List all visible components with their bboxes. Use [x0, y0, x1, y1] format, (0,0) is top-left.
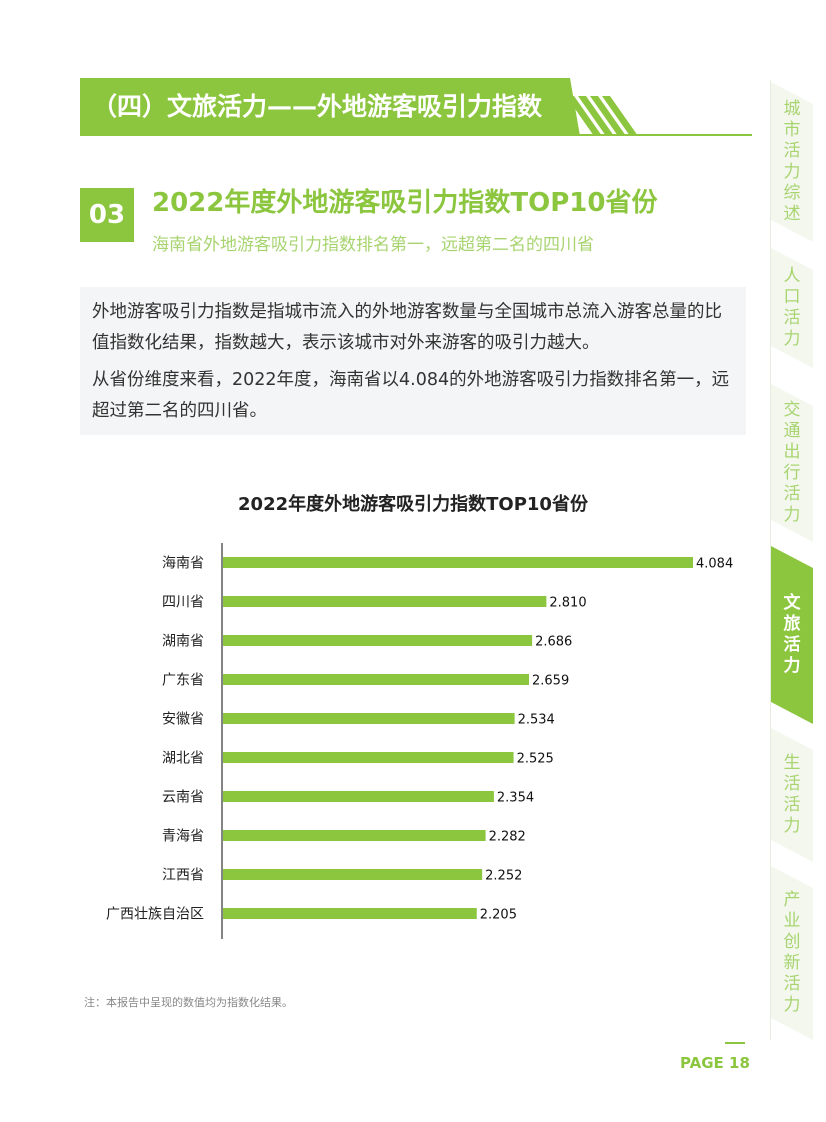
side-nav-item-char: 活	[783, 141, 801, 161]
side-nav-item-char: 产	[783, 890, 801, 910]
side-nav-item-char: 创	[783, 932, 801, 952]
side-nav-item-background	[771, 248, 813, 368]
chart-value-label: 2.252	[485, 869, 522, 884]
chart-value-label: 2.686	[535, 635, 572, 650]
page-number-rule	[725, 1042, 745, 1044]
side-nav-item-char: 城	[783, 99, 801, 119]
chart-value-label: 2.354	[497, 791, 534, 806]
side-nav-item-char: 活	[783, 795, 801, 815]
side-nav-item-background	[771, 384, 813, 542]
page-number: PAGE 18	[680, 1054, 750, 1072]
section-number: 03	[80, 188, 134, 242]
side-nav-item[interactable]: 文旅活力	[771, 546, 813, 724]
side-nav-item-char: 活	[783, 308, 801, 328]
chart-category-label: 广东省	[162, 673, 204, 689]
side-nav-divider	[770, 80, 771, 1040]
side-nav-item-char: 力	[783, 816, 801, 836]
chart-bar	[223, 752, 514, 763]
chart-value-label: 2.534	[518, 713, 555, 728]
side-nav-item-char: 综	[783, 183, 801, 203]
banner-stripes-decoration	[566, 96, 638, 136]
side-nav-item-char: 口	[783, 287, 801, 307]
chart-bar	[223, 830, 486, 841]
chart-value-label: 2.525	[517, 752, 554, 767]
side-nav-item-char: 力	[783, 505, 801, 525]
side-nav-item-char: 力	[783, 162, 801, 182]
chart-value-label: 2.810	[549, 596, 586, 611]
side-nav-item[interactable]: 交通出行活力	[771, 384, 813, 542]
side-nav-item-char: 生	[783, 753, 801, 773]
side-nav-item[interactable]: 产业创新活力	[771, 866, 813, 1040]
chart-category-label: 青海省	[162, 829, 204, 845]
side-nav-item[interactable]: 人口活力	[771, 248, 813, 368]
section-banner	[80, 78, 580, 136]
side-nav-item[interactable]: 城市活力综述	[771, 82, 813, 242]
side-nav-item-char: 力	[783, 329, 801, 349]
chart-bar	[223, 791, 494, 802]
chart-bar	[223, 908, 477, 919]
side-nav-item-char: 业	[783, 911, 801, 931]
side-nav-item-char: 行	[783, 463, 801, 483]
chart-bar	[223, 635, 533, 646]
section-subtitle: 海南省外地游客吸引力指数排名第一，远超第二名的四川省	[152, 235, 594, 255]
description-paragraph-2: 从省份维度来看，2022年度，海南省以4.084的外地游客吸引力指数排名第一，远…	[92, 370, 730, 421]
chart-category-label: 安徽省	[162, 712, 204, 728]
chart-bar	[223, 869, 483, 880]
footnote: 注：本报告中呈现的数值均为指数化结果。	[84, 996, 293, 1009]
chart-value-label: 2.205	[480, 908, 517, 923]
banner-underline	[80, 134, 752, 136]
side-nav-item-char: 市	[783, 120, 801, 140]
side-nav-item-char: 力	[783, 656, 801, 676]
description-panel: 外地游客吸引力指数是指城市流入的外地游客数量与全国城市总流入游客总量的比值指数化…	[80, 287, 746, 435]
side-nav-item-char: 文	[783, 593, 801, 613]
chart-category-label: 江西省	[162, 868, 204, 884]
side-nav-item[interactable]: 生活活力	[771, 728, 813, 862]
side-nav-item-char: 活	[783, 484, 801, 504]
chart-category-label: 湖北省	[162, 751, 204, 767]
chart-bar	[223, 596, 547, 607]
chart-bar	[223, 557, 693, 568]
side-nav-item-char: 出	[783, 442, 801, 462]
section-banner-title: （四）文旅活力——外地游客吸引力指数	[92, 92, 543, 121]
side-nav-item-char: 人	[783, 266, 801, 286]
chart-bar	[223, 713, 515, 724]
side-nav-item-char: 活	[783, 635, 801, 655]
bar-chart: 海南省 4.084 四川省 2.810 湖南省 2.686 广东省 2.659 安徽省 2.534…	[106, 543, 733, 939]
chart-category-label: 广西壮族自治区	[106, 907, 204, 923]
side-nav-item-char: 新	[783, 953, 801, 973]
side-nav-item-char: 活	[783, 974, 801, 994]
chart-category-label: 海南省	[162, 556, 204, 572]
chart-bar	[223, 674, 530, 685]
side-nav-item-char: 述	[783, 204, 801, 224]
side-nav-item-background	[771, 866, 813, 1040]
chart-title: 2022年度外地游客吸引力指数TOP10省份	[238, 494, 588, 515]
section-title: 2022年度外地游客吸引力指数TOP10省份	[152, 188, 658, 218]
side-nav-item-char: 交	[783, 400, 801, 420]
chart-value-label: 4.084	[696, 557, 733, 572]
chart-category-label: 四川省	[162, 595, 204, 611]
chart-value-label: 2.659	[532, 674, 569, 689]
side-nav-item-background	[771, 728, 813, 862]
chart-category-label: 云南省	[162, 790, 204, 806]
description-paragraph-1: 外地游客吸引力指数是指城市流入的外地游客数量与全国城市总流入游客总量的比值指数化…	[92, 302, 722, 353]
side-nav-item-char: 活	[783, 774, 801, 794]
side-nav-item-background	[771, 82, 813, 242]
side-nav-item-char: 通	[783, 421, 801, 441]
chart-category-label: 湖南省	[162, 634, 204, 650]
side-nav-item-char: 力	[783, 995, 801, 1015]
chart-value-label: 2.282	[489, 830, 526, 845]
side-nav-item-char: 旅	[783, 614, 801, 634]
